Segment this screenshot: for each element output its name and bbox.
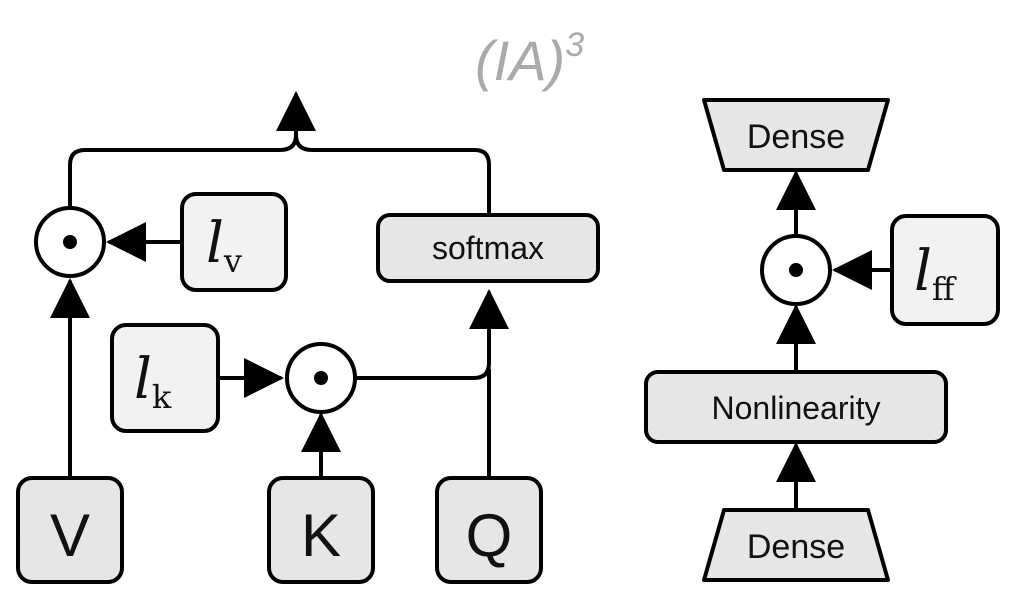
svg-text:softmax: softmax xyxy=(432,230,544,266)
input-k-box: K xyxy=(267,476,375,584)
svg-text:lv: lv xyxy=(206,211,242,280)
svg-text:V: V xyxy=(50,502,90,569)
circled-dot-icon xyxy=(314,371,328,385)
scale-vector-v: lv xyxy=(180,192,288,292)
svg-text:lk: lk xyxy=(134,347,172,416)
attention-output-path xyxy=(68,91,491,217)
circled-dot-icon xyxy=(789,263,803,277)
svg-text:Dense: Dense xyxy=(747,528,845,566)
svg-text:lff: lff xyxy=(914,239,957,308)
diagram-title: (IA)3 xyxy=(475,26,584,92)
scale-vector-ff: lff xyxy=(890,214,1000,326)
input-q-box: Q xyxy=(435,476,543,584)
nonlinearity-box: Nonlinearity xyxy=(644,370,948,444)
dense-bottom-layer: Dense xyxy=(702,508,890,582)
softmax-box: softmax xyxy=(376,213,600,283)
svg-text:Nonlinearity: Nonlinearity xyxy=(712,390,881,426)
k-product-node xyxy=(285,342,357,414)
svg-text:Dense: Dense xyxy=(747,118,845,156)
input-v-box: V xyxy=(16,476,124,584)
svg-text:K: K xyxy=(301,502,341,569)
ff-product-node xyxy=(760,234,832,306)
v-product-node xyxy=(34,206,106,278)
product-to-softmax-path xyxy=(354,289,509,380)
circled-dot-icon xyxy=(63,235,77,249)
scale-vector-k: lk xyxy=(110,323,220,433)
dense-top-layer: Dense xyxy=(702,98,890,172)
svg-text:Q: Q xyxy=(466,502,513,569)
